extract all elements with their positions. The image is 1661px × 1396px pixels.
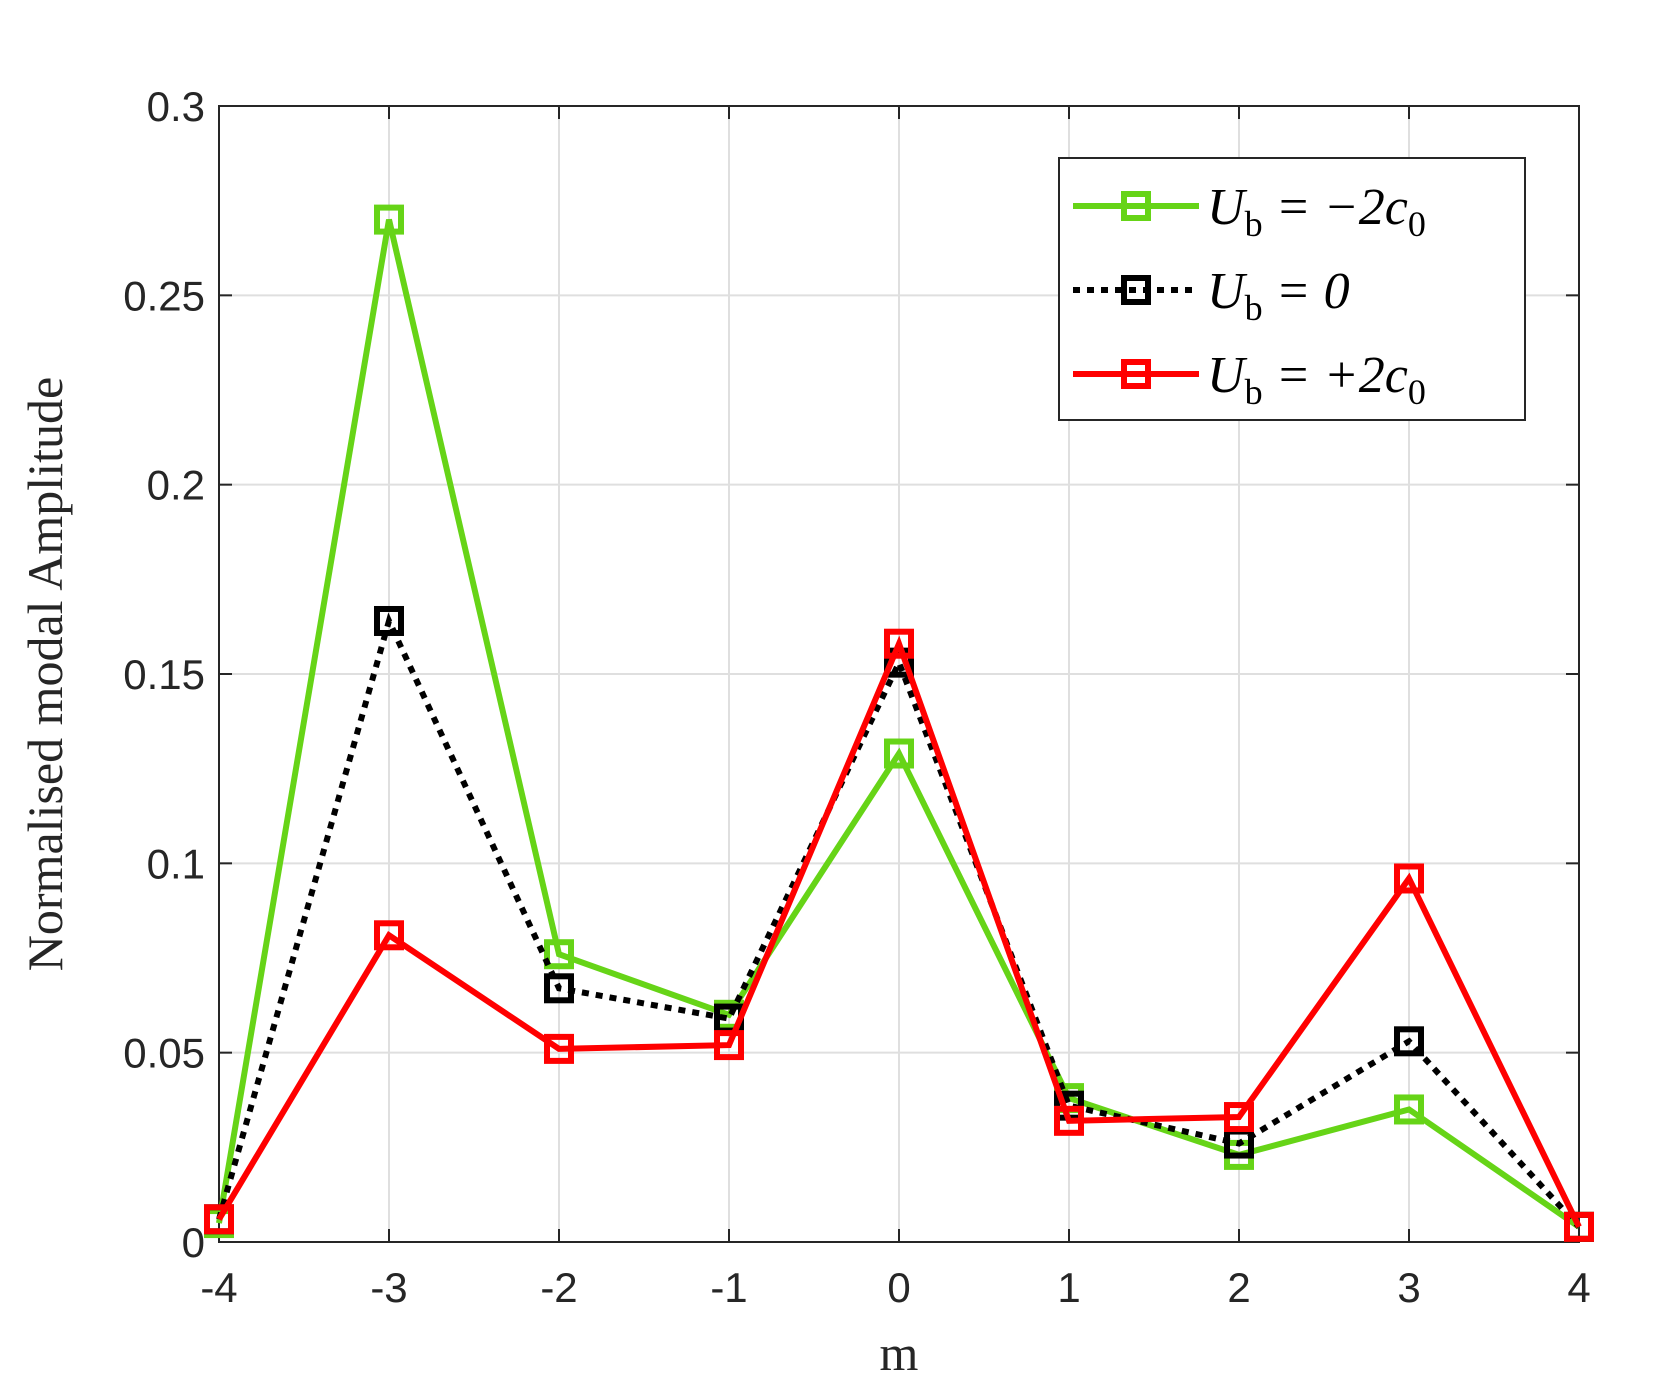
x-axis-label: m: [880, 1325, 919, 1381]
marker: [374, 204, 404, 235]
x-tick-label: 1: [1057, 1264, 1080, 1311]
marker: [544, 973, 574, 1004]
x-tick-label: -1: [710, 1264, 747, 1311]
marker: [544, 1033, 574, 1064]
x-tick-label: -3: [370, 1264, 407, 1311]
subscript: b: [1245, 372, 1263, 412]
series-line: [216, 218, 1581, 1230]
marker: [1121, 275, 1151, 305]
marker: [884, 628, 914, 659]
marker: [1224, 1102, 1254, 1133]
y-tick-label: 0.05: [123, 1030, 205, 1077]
subscript: 0: [1408, 372, 1426, 412]
marker: [1054, 1105, 1084, 1136]
legend-text: = +2c: [1263, 347, 1408, 404]
y-tick-label: 0: [182, 1219, 205, 1266]
plot-frame: [218, 105, 1580, 1243]
marker: [544, 939, 574, 970]
x-tick-label: 4: [1567, 1264, 1590, 1311]
legend-label: Ub = 0: [1207, 263, 1350, 328]
series-line: [216, 635, 1582, 1229]
marker: [1564, 1211, 1594, 1242]
marker: [1394, 863, 1424, 894]
y-tick-label: 0.3: [147, 83, 205, 130]
marker: [884, 738, 914, 769]
x-tick-label: -2: [540, 1264, 577, 1311]
y-tick-label: 0.15: [123, 651, 205, 698]
legend-text: = 0: [1263, 263, 1350, 320]
subscript: b: [1245, 204, 1263, 244]
y-axis-label: Normalised modal Amplitude: [17, 377, 73, 971]
legend-label: Ub = −2c0: [1207, 179, 1426, 244]
marker: [374, 920, 404, 951]
subscript: b: [1245, 288, 1263, 328]
series-line: [216, 612, 1582, 1229]
marker: [1121, 359, 1151, 389]
marker: [204, 1204, 234, 1235]
legend-text: = −2c: [1263, 179, 1408, 236]
subscript: 0: [1408, 204, 1426, 244]
marker: [1121, 191, 1151, 221]
legend-text: U: [1207, 347, 1248, 404]
legend-label: Ub = +2c0: [1207, 347, 1426, 412]
legend-text: U: [1207, 179, 1248, 236]
x-tick-label: 3: [1397, 1264, 1420, 1311]
x-tick-label: 2: [1227, 1264, 1250, 1311]
marker: [1394, 1026, 1424, 1057]
marker: [1394, 1094, 1424, 1125]
legend-text: U: [1207, 263, 1248, 320]
y-tick-label: 0.2: [147, 462, 205, 509]
marker: [714, 1030, 744, 1061]
y-tick-label: 0.25: [123, 272, 205, 319]
x-tick-label: 0: [887, 1264, 910, 1311]
marker: [374, 605, 404, 636]
x-tick-label: -4: [200, 1264, 237, 1311]
y-tick-label: 0.1: [147, 840, 205, 887]
